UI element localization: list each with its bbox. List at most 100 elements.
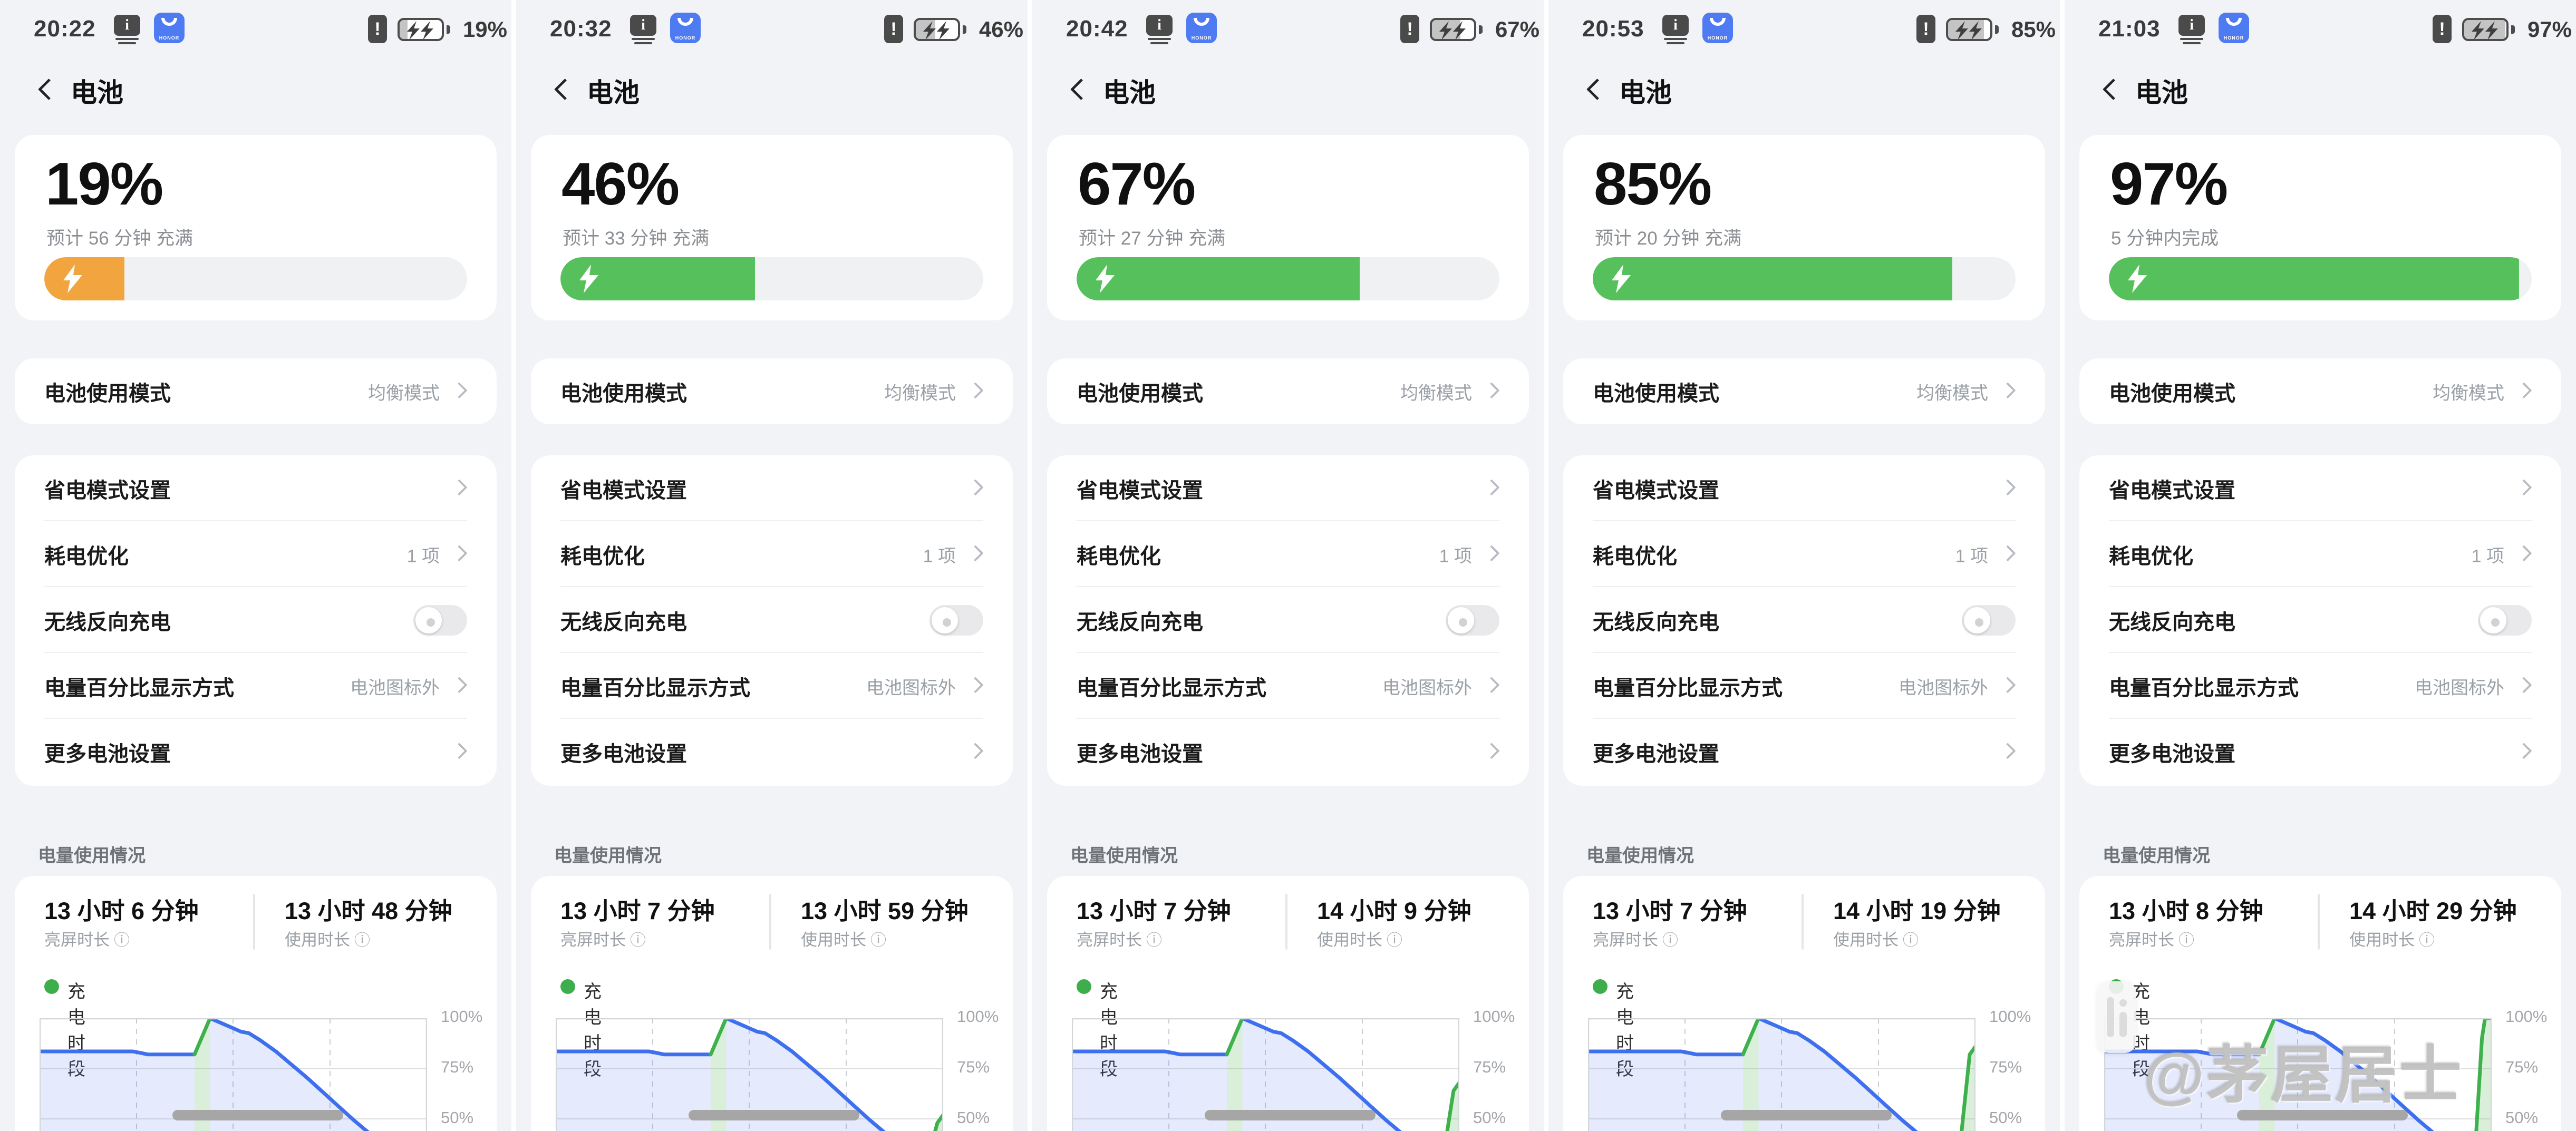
divider <box>1077 586 1499 587</box>
y-axis-label-50: 50% <box>2505 1108 2539 1127</box>
row-percent-display-style[interactable]: 电量百分比显示方式 电池图标外 <box>1563 653 2045 719</box>
row-power-optimization[interactable]: 耗电优化 1 项 <box>1563 521 2045 587</box>
chevron-right-icon <box>2515 479 2532 495</box>
row-power-optimization[interactable]: 耗电优化 1 项 <box>2079 521 2561 587</box>
battery-chart[interactable] <box>554 1016 945 1131</box>
status-battery-fill <box>400 20 408 39</box>
wireless-reverse-charging-toggle[interactable] <box>1962 604 2016 636</box>
row-power-optimization[interactable]: 耗电优化 1 项 <box>1047 521 1529 587</box>
row-battery-usage-mode[interactable]: 电池使用模式 均衡模式 <box>1047 358 1529 424</box>
back-button[interactable] <box>1585 79 1606 100</box>
row-more-battery-settings[interactable]: 更多电池设置 <box>1563 719 2045 785</box>
hi-logo-watermark <box>2097 981 2136 1053</box>
row-percent-display-style[interactable]: 电量百分比显示方式 电池图标外 <box>15 653 497 719</box>
chevron-right-icon <box>2515 742 2532 759</box>
usage-mode-card: 电池使用模式 均衡模式 <box>1047 358 1529 424</box>
chevron-right-icon <box>1999 479 2016 495</box>
double-lightning-icon <box>1439 21 1466 39</box>
chevron-right-icon <box>451 742 468 759</box>
chart-scroll-handle[interactable] <box>1721 1110 1892 1120</box>
row-battery-usage-mode[interactable]: 电池使用模式 均衡模式 <box>531 358 1013 424</box>
info-icon[interactable]: ⓘ <box>1146 932 1162 949</box>
legend-dot-icon <box>560 979 575 994</box>
back-button[interactable] <box>2102 79 2123 100</box>
page-title: 电池 <box>587 78 640 108</box>
y-axis-label-75: 75% <box>1473 1058 1506 1076</box>
info-icon[interactable]: ⓘ <box>354 932 370 949</box>
row-power-saving-settings[interactable]: 省电模式设置 <box>2079 455 2561 521</box>
chart-scroll-handle[interactable] <box>172 1110 343 1120</box>
legend-dot-icon <box>44 979 59 994</box>
wireless-reverse-charging-toggle[interactable] <box>1446 604 1499 636</box>
usage-time-label: 使用时长 ⓘ <box>2349 931 2435 949</box>
page-title: 电池 <box>1103 78 1156 108</box>
battery-chart[interactable] <box>1586 1016 1978 1131</box>
info-icon[interactable]: ⓘ <box>870 932 886 949</box>
info-icon[interactable]: ⓘ <box>2419 932 2435 949</box>
chart-scroll-handle[interactable] <box>2237 1110 2408 1120</box>
usage-time-label: 使用时长 ⓘ <box>1833 931 1919 949</box>
row-power-saving-settings[interactable]: 省电模式设置 <box>1047 455 1529 521</box>
row-percent-display-style[interactable]: 电量百分比显示方式 电池图标外 <box>531 653 1013 719</box>
charge-progress-fill <box>1593 257 1952 300</box>
usage-time: 13 小时 59 分钟 <box>801 898 969 924</box>
info-icon[interactable]: ⓘ <box>114 932 130 949</box>
row-power-saving-settings[interactable]: 省电模式设置 <box>1563 455 2045 521</box>
y-axis-label-75: 75% <box>441 1058 474 1076</box>
wireless-reverse-charging-toggle[interactable] <box>929 604 983 636</box>
row-battery-usage-mode[interactable]: 电池使用模式 均衡模式 <box>2079 358 2561 424</box>
row-more-battery-settings[interactable]: 更多电池设置 <box>1047 719 1529 785</box>
row-power-optimization[interactable]: 耗电优化 1 项 <box>15 521 497 587</box>
battery-level-percent: 19% <box>45 151 163 218</box>
info-icon[interactable]: ⓘ <box>1662 932 1678 949</box>
page-title: 电池 <box>2135 78 2188 108</box>
back-button[interactable] <box>37 79 58 100</box>
battery-chart[interactable] <box>37 1016 428 1131</box>
row-power-saving-settings[interactable]: 省电模式设置 <box>15 455 497 521</box>
usage-mode-card: 电池使用模式 均衡模式 <box>1563 358 2045 424</box>
battery-chart[interactable] <box>2102 1016 2494 1131</box>
divider <box>560 586 983 587</box>
usage-section-title: 电量使用情况 <box>2103 846 2210 866</box>
screen-on-label: 亮屏时长 ⓘ <box>1077 931 1162 949</box>
page-title: 电池 <box>71 78 123 108</box>
info-icon[interactable]: ⓘ <box>1903 932 1919 949</box>
chart-scroll-handle[interactable] <box>689 1110 859 1120</box>
charge-progress-fill <box>44 257 125 300</box>
wireless-reverse-charging-toggle[interactable] <box>2478 604 2532 636</box>
info-icon[interactable]: ⓘ <box>1387 932 1402 949</box>
row-percent-display-style[interactable]: 电量百分比显示方式 电池图标外 <box>1047 653 1529 719</box>
battery-level-percent: 85% <box>1594 151 1712 218</box>
row-more-battery-settings[interactable]: 更多电池设置 <box>531 719 1013 785</box>
legend-dot-icon <box>1077 979 1091 994</box>
info-icon[interactable]: ⓘ <box>630 932 646 949</box>
row-power-optimization[interactable]: 耗电优化 1 项 <box>531 521 1013 587</box>
chevron-right-icon <box>967 676 984 693</box>
page-header: 电池 <box>516 72 1028 111</box>
row-more-battery-settings[interactable]: 更多电池设置 <box>2079 719 2561 785</box>
wireless-reverse-charging-toggle[interactable] <box>413 604 467 636</box>
row-battery-usage-mode[interactable]: 电池使用模式 均衡模式 <box>1563 358 2045 424</box>
back-button[interactable] <box>553 79 574 100</box>
row-percent-display-style[interactable]: 电量百分比显示方式 电池图标外 <box>2079 653 2561 719</box>
usage-section-title: 电量使用情况 <box>554 846 662 866</box>
info-icon[interactable]: ⓘ <box>2178 932 2194 949</box>
battery-chart[interactable] <box>1070 1016 1461 1131</box>
battery-settings-screen: 21:03 i HONOR ! 97% 电池 <box>2065 0 2576 1131</box>
y-axis-label-100: 100% <box>1473 1007 1515 1026</box>
back-button[interactable] <box>1069 79 1090 100</box>
divider <box>44 718 467 719</box>
row-power-saving-settings[interactable]: 省电模式设置 <box>531 455 1013 521</box>
notes-app-icon: i <box>2178 15 2205 44</box>
status-battery-fill <box>2464 20 2505 39</box>
chart-scroll-handle[interactable] <box>1205 1110 1376 1120</box>
notes-app-icon: i <box>630 15 656 44</box>
battery-level-card: 67% 预计 27 分钟 充满 <box>1047 135 1529 320</box>
y-axis-label-75: 75% <box>2505 1058 2539 1076</box>
row-battery-usage-mode[interactable]: 电池使用模式 均衡模式 <box>15 358 497 424</box>
row-more-battery-settings[interactable]: 更多电池设置 <box>15 719 497 785</box>
charge-estimate-text: 预计 33 分钟 充满 <box>563 228 710 249</box>
charge-progress-fill <box>2109 257 2519 300</box>
